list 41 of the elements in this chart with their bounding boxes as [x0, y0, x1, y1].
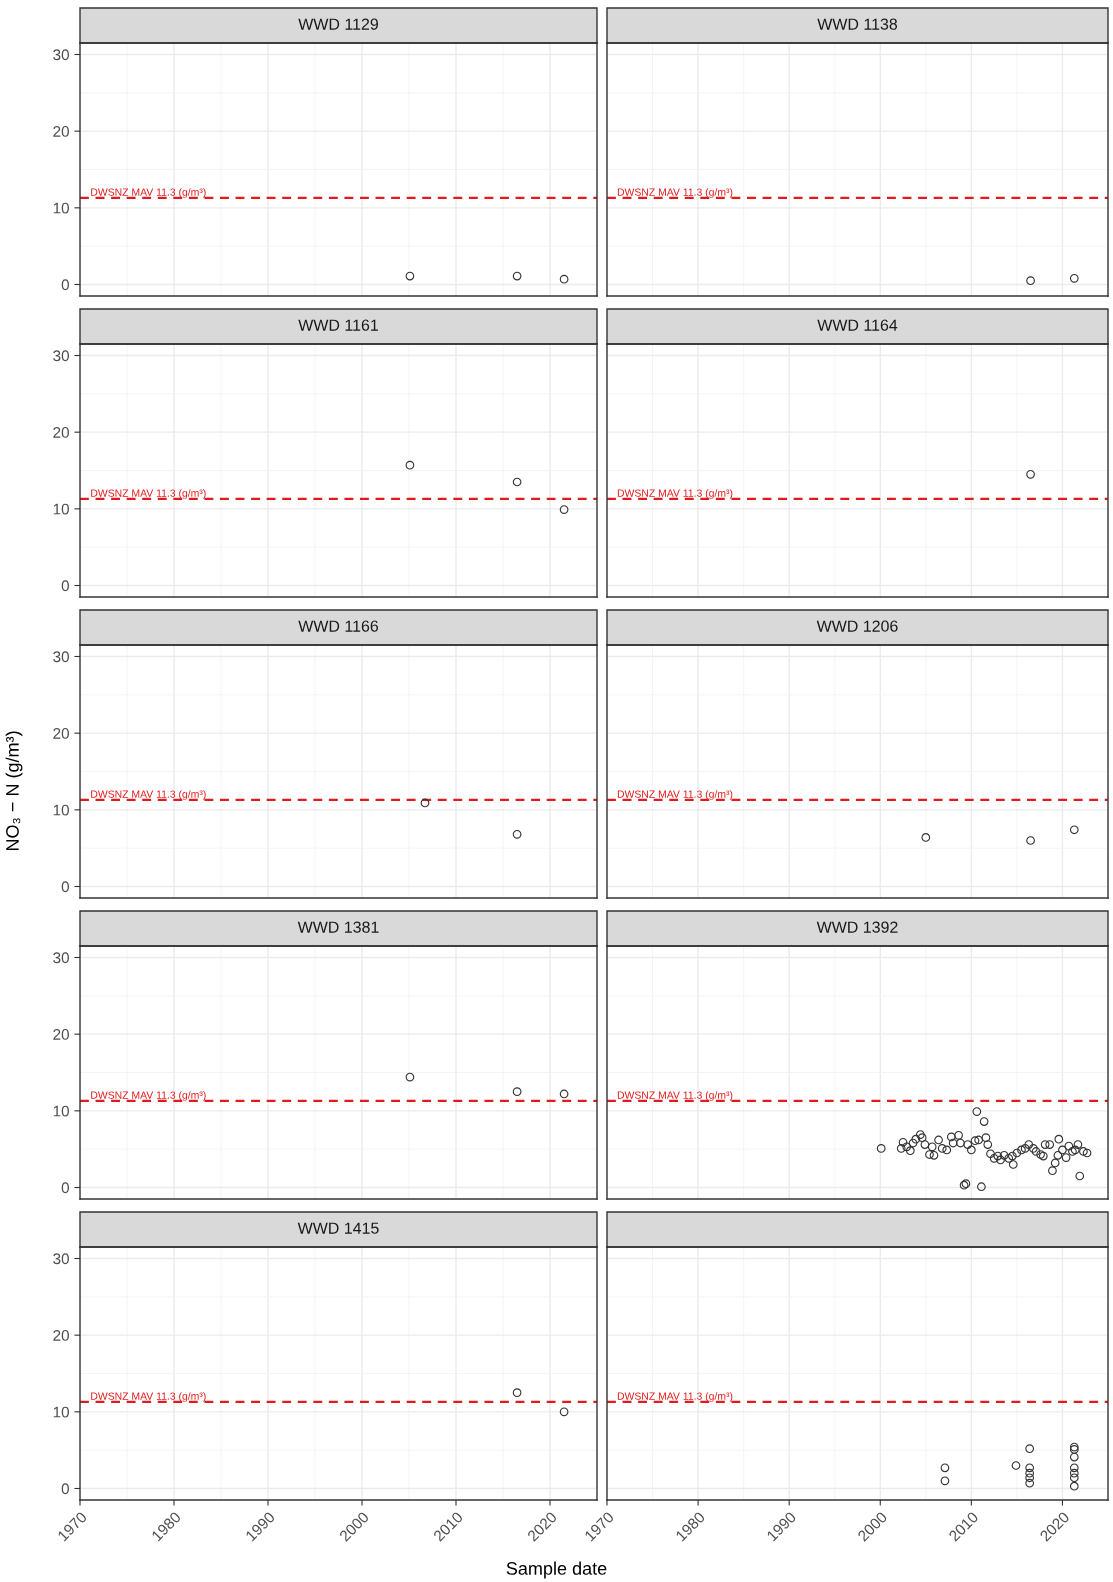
- y-tick-label: 20: [53, 728, 69, 739]
- y-tick-label: 0: [61, 1483, 69, 1495]
- y-tick-label: 30: [53, 350, 69, 362]
- chart-title: WWD 1206: [816, 620, 898, 632]
- ref-line-label: DWSNZ MAV 11.3 (g/m³): [617, 1091, 733, 1101]
- y-tick-label: 0: [61, 279, 69, 291]
- chart-title: WWD 1415: [297, 1222, 379, 1234]
- y-tick-label: 20: [53, 1330, 69, 1341]
- ref-line-label: DWSNZ MAV 11.3 (g/m³): [91, 188, 206, 198]
- y-tick-label: 30: [53, 1253, 69, 1265]
- y-tick-label: 0: [61, 580, 69, 592]
- y-tick-label: 30: [53, 952, 69, 964]
- ref-line-label: DWSNZ MAV 11.3 (g/m³): [91, 790, 206, 800]
- y-axis-title: NO₃ − N (g/m³): [5, 731, 23, 851]
- y-tick-label: 20: [53, 1029, 69, 1040]
- chart-title: WWD 1381: [297, 921, 379, 933]
- chart-title: WWD 1392: [816, 921, 898, 933]
- ref-line-label: DWSNZ MAV 11.3 (g/m³): [91, 1392, 206, 1402]
- chart-title: WWD 1161: [298, 319, 378, 331]
- chart-title: WWD 1138: [817, 18, 898, 30]
- y-tick-label: 20: [53, 427, 69, 438]
- x-axis-title: Sample date: [506, 1561, 607, 1579]
- chart-title: WWD 1164: [817, 319, 898, 331]
- ref-line-label: DWSNZ MAV 11.3 (g/m³): [91, 1091, 206, 1101]
- y-tick-label: 10: [53, 1105, 69, 1117]
- y-tick-label: 30: [53, 651, 69, 663]
- ref-line-label: DWSNZ MAV 11.3 (g/m³): [617, 188, 733, 198]
- y-tick-label: 20: [53, 126, 69, 137]
- chart-title: WWD 1166: [298, 620, 379, 632]
- y-tick-label: 0: [61, 881, 69, 893]
- y-tick-label: 10: [53, 503, 69, 515]
- y-tick-label: 0: [61, 1182, 69, 1194]
- ref-line-label: DWSNZ MAV 11.3 (g/m³): [91, 489, 206, 499]
- ref-line-label: DWSNZ MAV 11.3 (g/m³): [617, 790, 733, 800]
- ref-line-label: DWSNZ MAV 11.3 (g/m³): [617, 1392, 733, 1402]
- chart-title: WWD 1129: [298, 18, 378, 30]
- ref-line-label: DWSNZ MAV 11.3 (g/m³): [617, 489, 733, 499]
- y-tick-label: 10: [53, 1406, 69, 1418]
- y-tick-label: 10: [53, 202, 69, 214]
- y-tick-label: 10: [53, 804, 69, 816]
- y-tick-label: 30: [53, 49, 69, 61]
